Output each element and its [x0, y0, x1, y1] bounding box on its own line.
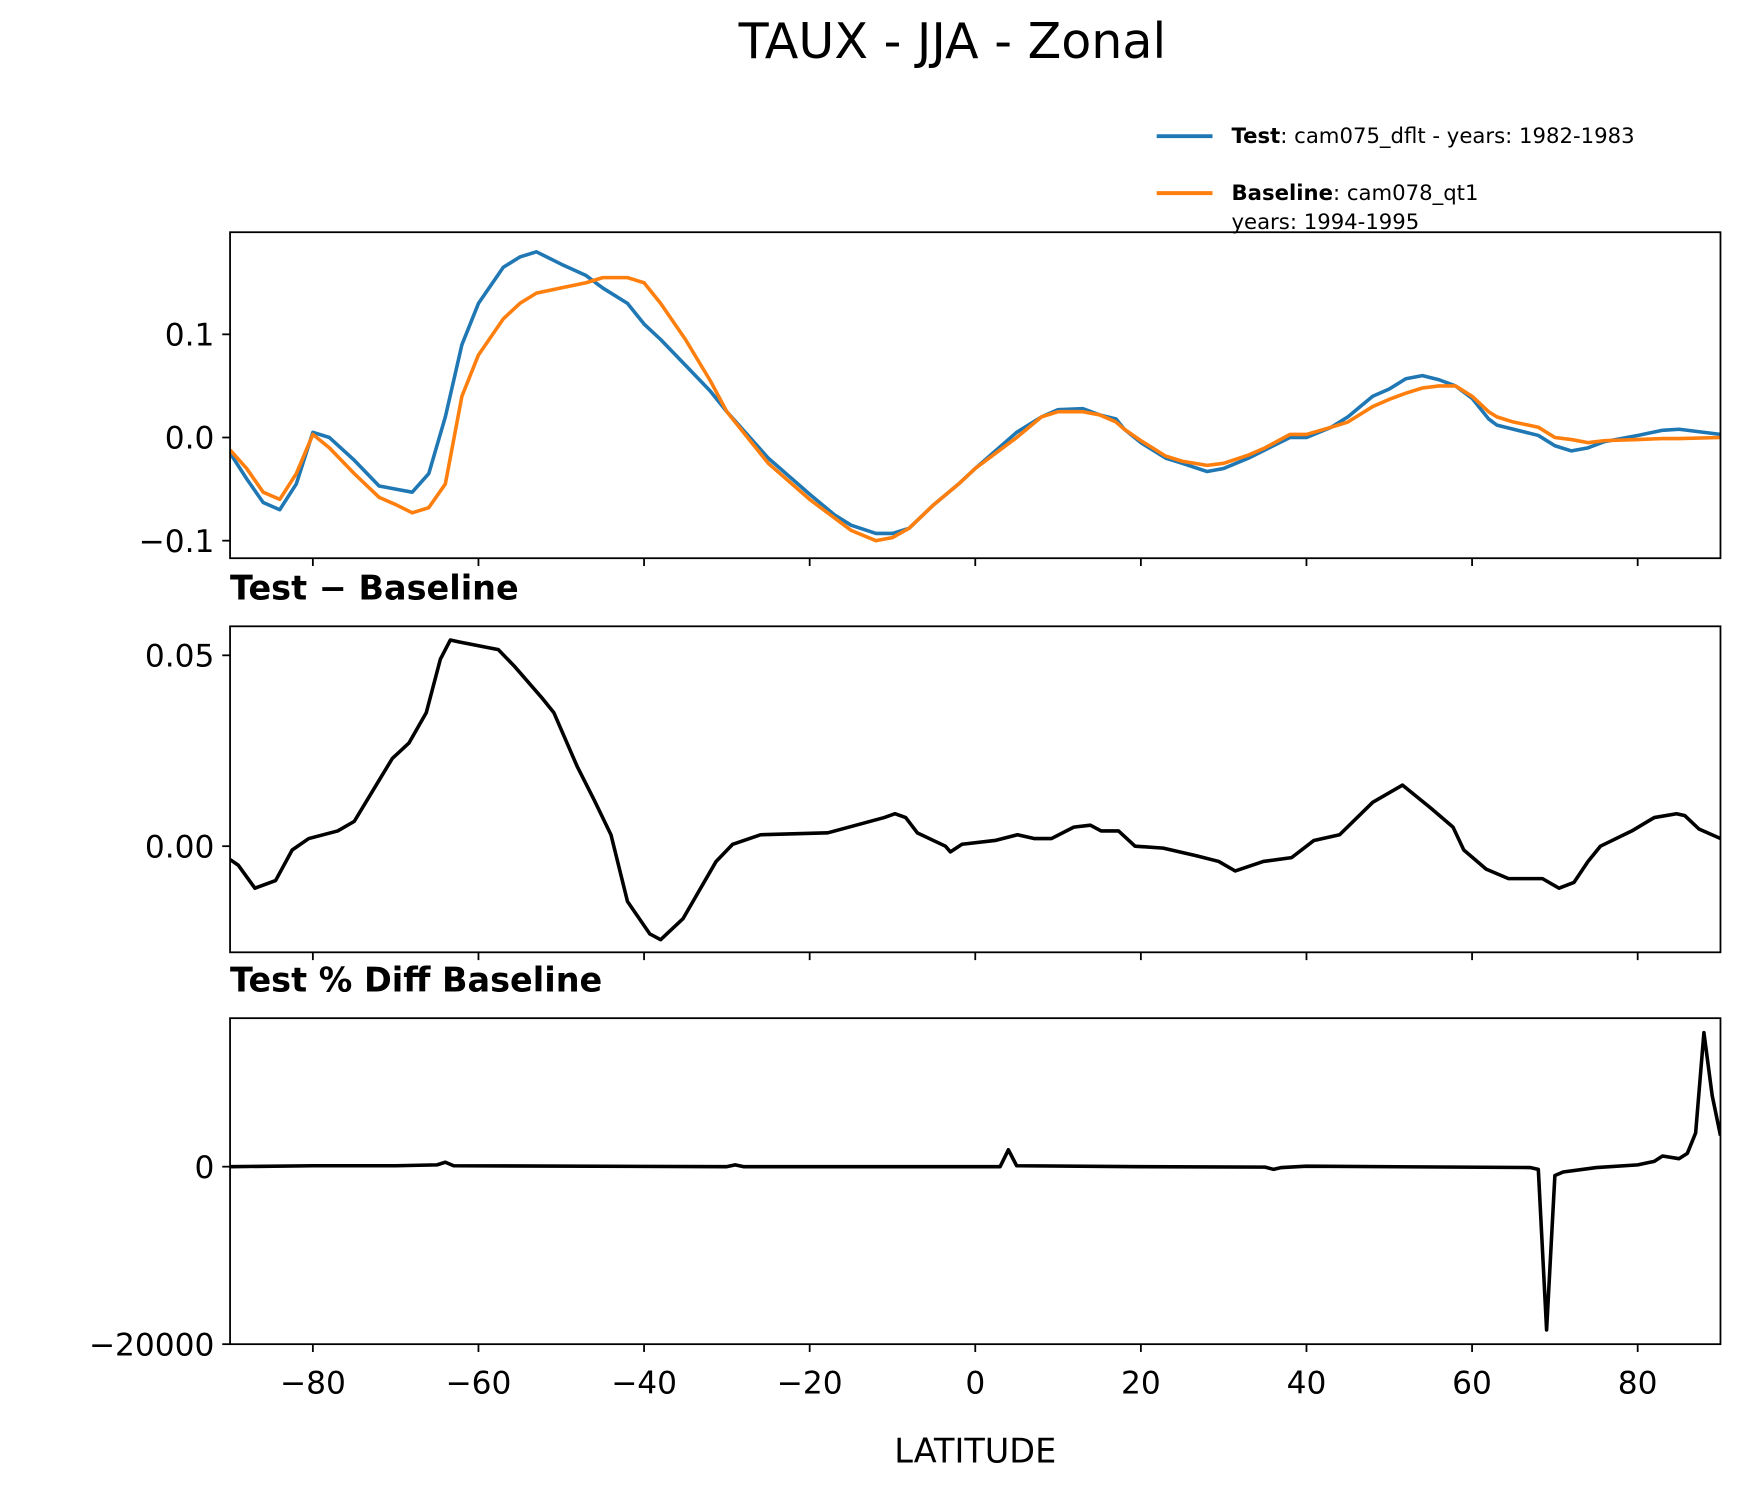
legend-label: Baseline: cam078_qt1	[1231, 181, 1478, 206]
x-tick-label: −80	[280, 1365, 346, 1401]
series-line	[230, 250, 1721, 536]
x-axis-label: LATITUDE	[894, 1432, 1056, 1471]
x-tick-label: 60	[1452, 1365, 1492, 1401]
x-tick-label: 20	[1121, 1365, 1161, 1401]
y-tick-label: −0.1	[139, 524, 215, 560]
subplot-title: Test − Baseline	[230, 569, 519, 608]
axes-frame	[229, 625, 1722, 954]
legend-name: Test	[1231, 124, 1280, 149]
subplot-title: Test % Diff Baseline	[230, 960, 602, 999]
legend-name: Baseline	[1231, 181, 1332, 206]
series-line	[230, 275, 1721, 543]
legend-info: : cam075_dflt - years: 1982-1983	[1280, 124, 1634, 149]
legend-info: : cam078_qt1	[1333, 181, 1479, 206]
series-line	[230, 638, 1721, 942]
series-line	[230, 1030, 1721, 1332]
y-tick-label: −20000	[89, 1327, 215, 1363]
figure-title: TAUX - JJA - Zonal	[738, 12, 1167, 70]
x-tick-label: 40	[1287, 1365, 1327, 1401]
legend-info: years: 1994-1995	[1231, 210, 1419, 235]
y-tick-label: 0	[195, 1150, 215, 1186]
axes-frame	[229, 231, 1722, 560]
x-tick-label: −20	[777, 1365, 843, 1401]
y-tick-label: 0.0	[165, 421, 215, 457]
x-tick-label: −60	[445, 1365, 511, 1401]
x-tick-label: −40	[611, 1365, 677, 1401]
y-tick-label: 0.1	[165, 318, 215, 354]
axes-frame	[229, 1017, 1722, 1346]
y-tick-label: 0.00	[145, 829, 215, 865]
x-tick-label: 0	[965, 1365, 985, 1401]
x-tick-label: 80	[1618, 1365, 1658, 1401]
y-tick-label: 0.05	[145, 638, 215, 674]
legend-label: Test: cam075_dflt - years: 1982-1983	[1231, 124, 1634, 149]
